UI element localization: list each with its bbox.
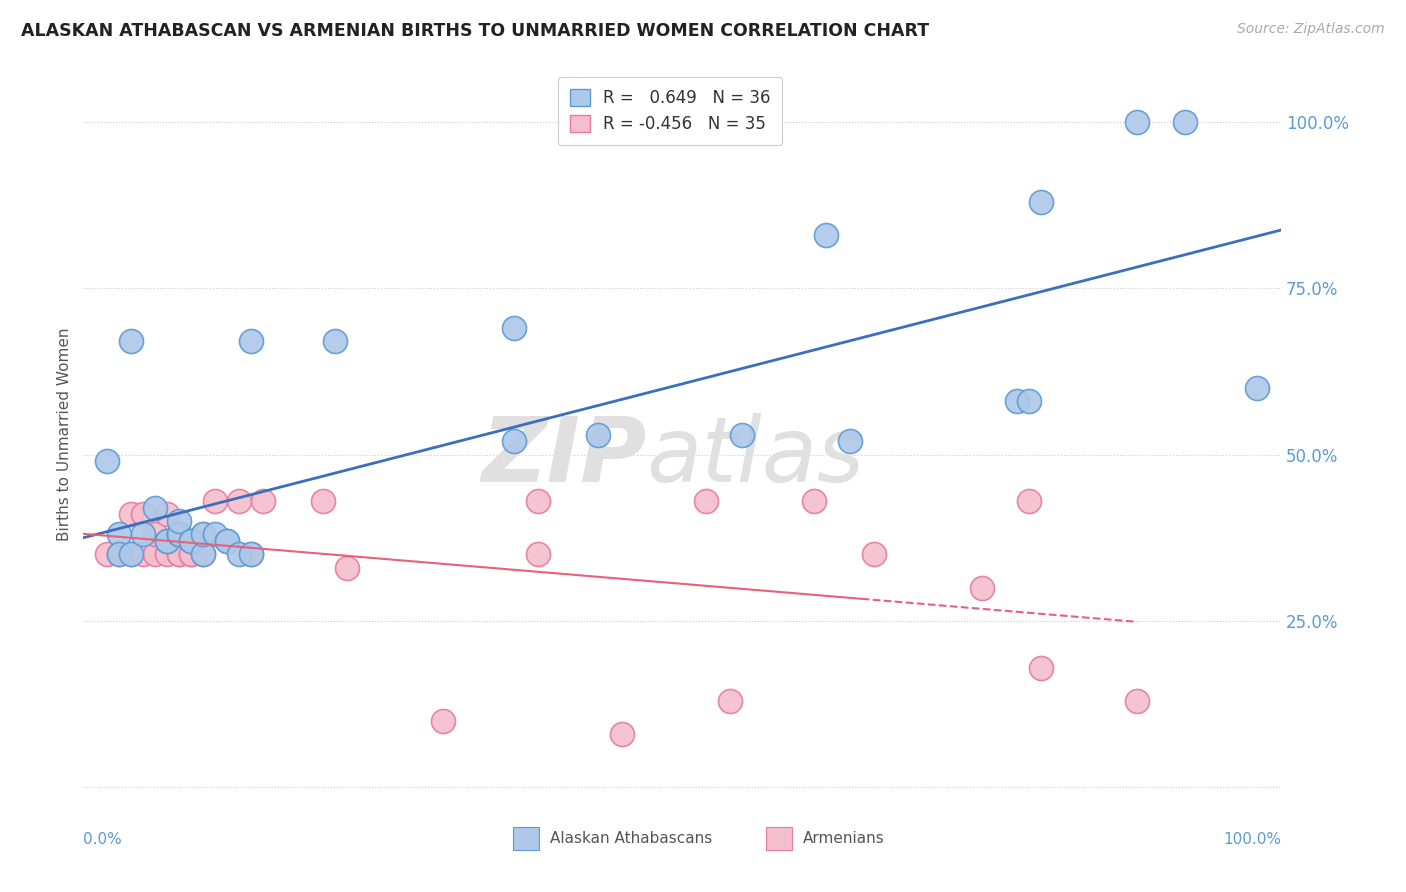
Point [970, 581, 993, 595]
Text: Alaskan Athabascans: Alaskan Athabascans [550, 831, 713, 846]
Point [503, 321, 526, 335]
Point [239, 547, 262, 561]
Text: ALASKAN ATHABASCAN VS ARMENIAN BIRTHS TO UNMARRIED WOMEN CORRELATION CHART: ALASKAN ATHABASCAN VS ARMENIAN BIRTHS TO… [21, 22, 929, 40]
Point [167, 547, 190, 561]
Point [108, 547, 131, 561]
Text: 100.0%: 100.0% [1223, 832, 1281, 847]
Point [204, 527, 226, 541]
Point [191, 547, 214, 561]
Point [1126, 694, 1149, 708]
Point [120, 334, 142, 349]
Point [252, 494, 274, 508]
Point [180, 534, 202, 549]
Point [156, 534, 179, 549]
Point [180, 547, 202, 561]
Point [96, 454, 118, 468]
Point [191, 527, 214, 541]
Point [143, 547, 166, 561]
Point [156, 508, 179, 522]
Text: 0.0%: 0.0% [83, 832, 122, 847]
Point [803, 494, 825, 508]
Point [215, 534, 238, 549]
Point [156, 534, 179, 549]
Point [167, 527, 190, 541]
Point [132, 547, 155, 561]
Point [204, 494, 226, 508]
Point [120, 547, 142, 561]
Point [120, 508, 142, 522]
Point [167, 527, 190, 541]
Point [132, 508, 155, 522]
Point [143, 527, 166, 541]
Point [228, 547, 250, 561]
Point [167, 514, 190, 528]
Point [1174, 115, 1197, 129]
Point [588, 427, 610, 442]
Point [180, 534, 202, 549]
Point [167, 527, 190, 541]
Point [527, 494, 550, 508]
Point [108, 527, 131, 541]
Point [312, 494, 335, 508]
Point [1007, 394, 1029, 409]
Point [180, 547, 202, 561]
Point [1126, 115, 1149, 129]
Point [718, 694, 741, 708]
Point [132, 527, 155, 541]
Point [239, 547, 262, 561]
Point [862, 547, 884, 561]
Point [239, 334, 262, 349]
Point [167, 547, 190, 561]
Point [191, 527, 214, 541]
Point [228, 494, 250, 508]
Point [120, 547, 142, 561]
Text: atlas: atlas [647, 412, 865, 500]
Y-axis label: Births to Unmarried Women: Births to Unmarried Women [58, 328, 72, 541]
Point [695, 494, 717, 508]
Point [1018, 394, 1040, 409]
Point [215, 534, 238, 549]
Point [323, 334, 346, 349]
Point [731, 427, 754, 442]
Point [527, 547, 550, 561]
Point [143, 500, 166, 515]
Point [612, 727, 634, 741]
Point [191, 547, 214, 561]
Point [167, 527, 190, 541]
Legend: R =   0.649   N = 36, R = -0.456   N = 35: R = 0.649 N = 36, R = -0.456 N = 35 [558, 77, 782, 145]
Text: Armenians: Armenians [803, 831, 884, 846]
Point [108, 547, 131, 561]
Point [814, 227, 837, 242]
Point [1246, 381, 1268, 395]
Point [432, 714, 454, 728]
Point [838, 434, 860, 449]
Point [156, 547, 179, 561]
Point [503, 434, 526, 449]
Point [1031, 194, 1053, 209]
Text: ZIP: ZIP [481, 412, 647, 500]
Point [1031, 660, 1053, 674]
Text: Source: ZipAtlas.com: Source: ZipAtlas.com [1237, 22, 1385, 37]
Point [96, 547, 118, 561]
Point [1018, 494, 1040, 508]
Point [336, 560, 359, 574]
